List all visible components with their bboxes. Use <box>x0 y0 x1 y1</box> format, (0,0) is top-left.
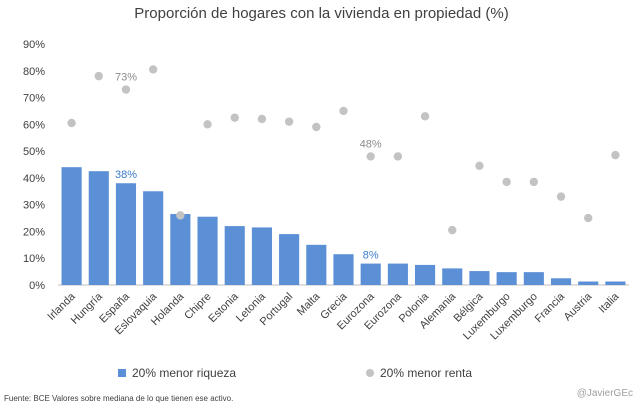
bar <box>550 278 572 285</box>
bar <box>279 234 300 285</box>
bar <box>143 191 164 285</box>
scatter-point <box>502 177 511 187</box>
bar <box>197 216 218 285</box>
scatter-point <box>121 85 131 94</box>
scatter-point <box>148 65 158 74</box>
scatter-point <box>257 114 267 124</box>
data-label: 73% <box>115 72 137 84</box>
source-note: Fuente: BCE Valores sobre mediana de lo … <box>4 394 234 403</box>
x-tick-label: Francia <box>533 290 568 325</box>
legend-bar-label: 20% menor riqueza <box>132 366 237 380</box>
y-tick-label: 60% <box>23 119 45 131</box>
legend-bar-swatch <box>118 369 126 377</box>
bar <box>605 281 626 285</box>
bar <box>224 226 245 285</box>
y-tick-label: 30% <box>23 200 45 212</box>
bar <box>61 167 82 285</box>
legend-dot-label: 20% menor renta <box>380 366 473 380</box>
chart-title: Proporción de hogares con la vivienda en… <box>134 5 509 22</box>
x-tick-label: Hungría <box>69 290 106 327</box>
data-label: 8% <box>363 250 379 262</box>
bar <box>496 272 517 285</box>
scatter-point <box>584 213 593 223</box>
scatter-point <box>366 152 375 161</box>
x-tick-label: Estonia <box>206 290 241 325</box>
scatter-point <box>475 161 484 171</box>
scatter-point <box>611 150 620 160</box>
y-tick-label: 70% <box>23 93 45 105</box>
bar <box>360 263 381 285</box>
author-credit: @JavierGEc <box>576 388 633 399</box>
scatter-point <box>448 225 457 235</box>
x-tick-label: Austria <box>562 290 595 323</box>
scatter-point <box>230 113 239 122</box>
scatter-point <box>312 122 321 132</box>
bar <box>415 264 436 285</box>
x-tick-label: Italia <box>597 290 623 316</box>
scatter-point <box>284 117 294 126</box>
y-tick-label: 20% <box>23 226 45 238</box>
data-label: 48% <box>360 138 382 150</box>
bar <box>306 244 327 285</box>
legend-item-bars: 20% menor riqueza <box>118 366 236 380</box>
bar <box>170 214 191 285</box>
bar <box>251 227 272 285</box>
y-tick-label: 80% <box>23 66 45 78</box>
bar <box>578 281 599 285</box>
bar <box>333 254 354 285</box>
scatter-point <box>529 177 539 187</box>
bar <box>523 272 544 285</box>
y-tick-label: 40% <box>23 173 45 185</box>
scatter-point <box>393 152 403 161</box>
data-label: 38% <box>115 169 137 181</box>
bar <box>88 171 109 285</box>
scatter-point <box>420 112 430 121</box>
bar <box>387 263 408 285</box>
bar <box>442 268 463 285</box>
scatter-point <box>556 192 566 201</box>
scatter-point <box>94 71 103 81</box>
scatter-point <box>67 118 76 128</box>
y-tick-label: 10% <box>23 253 45 265</box>
scatter-point <box>176 211 185 220</box>
scatter-point <box>339 106 348 116</box>
y-tick-label: 0% <box>29 280 45 292</box>
legend-item-dots: 20% menor renta <box>366 366 472 380</box>
bar <box>115 183 137 285</box>
y-tick-label: 90% <box>23 39 45 51</box>
y-tick-label: 50% <box>23 146 45 158</box>
bar <box>469 271 490 285</box>
legend-dot-swatch <box>366 369 374 377</box>
scatter-point <box>203 120 212 129</box>
